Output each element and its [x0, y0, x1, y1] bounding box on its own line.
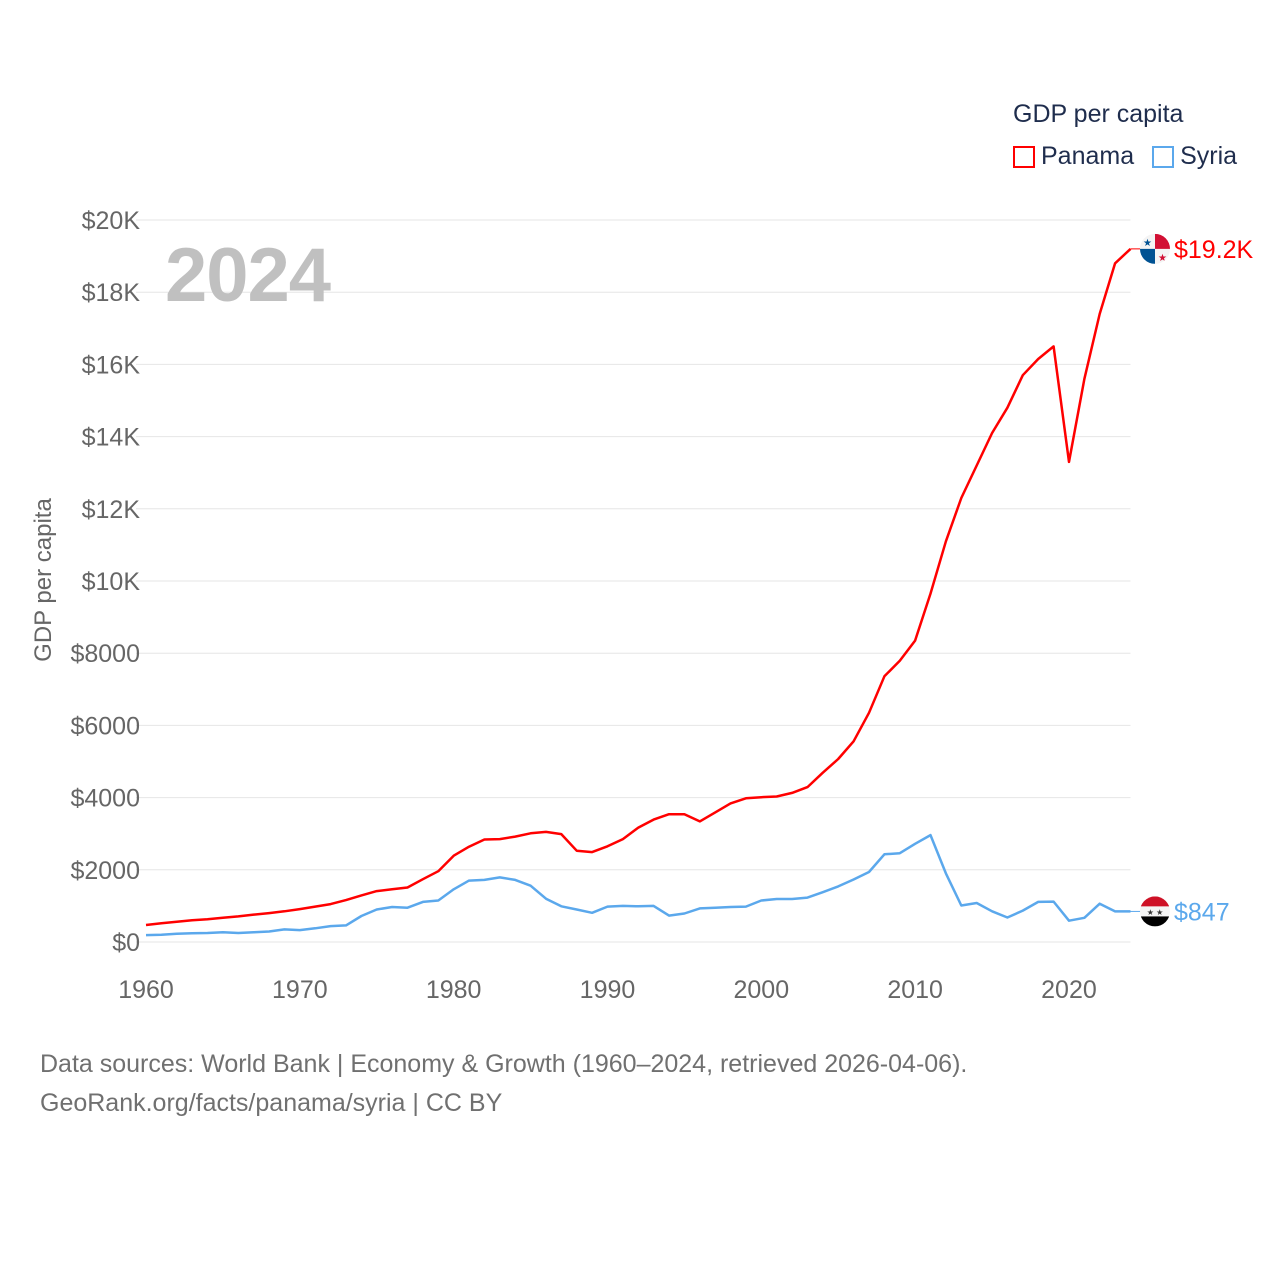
legend-label-panama: Panama [1041, 142, 1135, 170]
y-tick-label: $10K [82, 568, 141, 596]
y-tick-label: $8000 [70, 640, 140, 668]
y-tick-label: $4000 [70, 785, 140, 813]
y-axis-label: GDP per capita [30, 498, 57, 662]
legend-label-syria: Syria [1180, 142, 1238, 170]
legend-item-panama[interactable]: Panama [1013, 142, 1134, 171]
svg-text:★: ★ [1143, 238, 1152, 249]
svg-text:★ ★: ★ ★ [1147, 908, 1164, 917]
source-line-1: Data sources: World Bank | Economy & Gro… [40, 1050, 968, 1078]
x-tick-label: 1980 [426, 976, 482, 1004]
x-tick-label: 2010 [887, 976, 943, 1004]
svg-text:★: ★ [1158, 253, 1167, 264]
y-tick-label: $2000 [70, 857, 140, 885]
y-tick-label: $14K [82, 424, 141, 452]
x-tick-label: 2000 [734, 976, 790, 1004]
syria-flag-icon: ★ ★ [1140, 896, 1170, 927]
legend: Panama Syria [1013, 142, 1237, 171]
source-line-2[interactable]: GeoRank.org/facts/panama/syria | CC BY [40, 1089, 503, 1117]
y-tick-label: $18K [82, 279, 141, 307]
x-tick-label: 1970 [272, 976, 328, 1004]
end-value-label-syria: $847 [1174, 898, 1230, 926]
legend-swatch-syria [1152, 145, 1175, 168]
x-tick-label: 1960 [118, 976, 174, 1004]
year-label: 2024 [165, 233, 331, 318]
legend-title: GDP per capita [1013, 100, 1184, 128]
x-tick-label: 1990 [580, 976, 636, 1004]
series-line-syria [145, 833, 1131, 937]
y-tick-label: $0 [112, 929, 140, 957]
series-line-panama [145, 247, 1132, 927]
source-note: Data sources: World Bank | Economy & Gro… [40, 1045, 967, 1123]
y-tick-label: $16K [82, 351, 141, 379]
legend-swatch-panama [1013, 145, 1035, 168]
x-tick-label: 2020 [1041, 976, 1097, 1004]
end-value-label-panama: $19.2K [1174, 236, 1254, 264]
y-tick-label: $20K [82, 207, 141, 235]
panama-flag-icon: ★★ [1140, 233, 1170, 264]
legend-item-syria[interactable]: Syria [1152, 142, 1237, 171]
y-tick-label: $12K [82, 496, 141, 524]
y-tick-label: $6000 [70, 712, 140, 740]
